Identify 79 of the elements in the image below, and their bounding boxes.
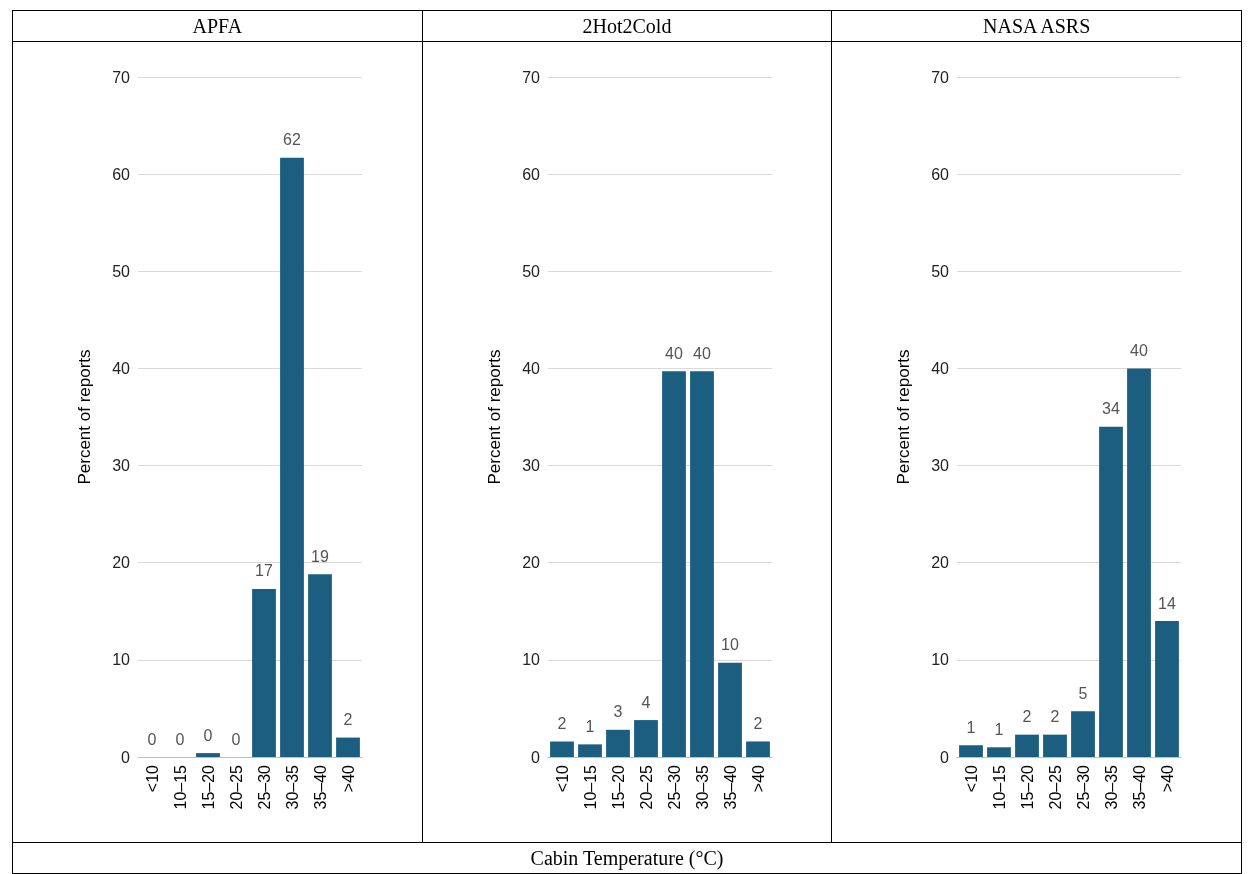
y-tick-label: 30 [112, 457, 131, 475]
data-label: 40 [692, 344, 711, 362]
x-tick-label: 15–20 [1018, 764, 1036, 810]
y-axis-title: Percent of reports [75, 349, 94, 485]
data-label: 4 [641, 693, 651, 711]
data-label: 14 [1158, 594, 1177, 612]
y-tick-label: 70 [521, 68, 540, 86]
x-tick-label: 10–15 [990, 764, 1008, 810]
x-tick-label: 25–30 [255, 764, 273, 810]
x-tick-label: 20–25 [1046, 764, 1064, 810]
data-label: 5 [1078, 684, 1088, 702]
y-tick-label: 60 [521, 165, 540, 183]
x-tick-label: 35–40 [1130, 764, 1148, 810]
y-tick-label: 50 [931, 262, 950, 280]
data-label: 19 [311, 547, 329, 565]
y-tick-label: 20 [931, 554, 950, 572]
x-tick-label: >40 [339, 764, 357, 793]
y-tick-label: 20 [521, 554, 540, 572]
y-tick-label: 20 [112, 554, 131, 572]
x-tick-label: 10–15 [171, 764, 189, 810]
data-label: 2 [557, 714, 567, 732]
x-tick-label: 20–25 [637, 764, 655, 810]
x-tick-label: 30–35 [1102, 764, 1120, 810]
data-label: 34 [1102, 400, 1121, 418]
data-label: 1 [585, 717, 595, 735]
x-tick-label: <10 [143, 764, 161, 793]
y-tick-label: 40 [521, 359, 540, 377]
data-label: 0 [203, 726, 213, 744]
data-label: 0 [175, 730, 185, 748]
x-tick-label: 30–35 [283, 764, 301, 810]
x-tick-label: <10 [962, 764, 980, 793]
x-tick-label: 10–15 [581, 764, 599, 810]
y-tick-label: 10 [521, 651, 540, 669]
x-tick-label: 30–35 [693, 764, 711, 810]
y-axis-title: Percent of reports [484, 349, 504, 485]
y-tick-label: 50 [521, 262, 540, 280]
data-label: 40 [1130, 341, 1149, 359]
x-axis-title: Cabin Temperature (°C) [13, 843, 1241, 873]
data-label: 2 [753, 714, 763, 732]
x-tick-label: 35–40 [311, 764, 329, 810]
y-tick-label: 50 [112, 262, 131, 280]
y-tick-label: 40 [112, 359, 131, 377]
data-label: 3 [613, 703, 623, 721]
y-tick-label: 30 [931, 457, 950, 475]
y-tick-label: 60 [112, 165, 131, 183]
chart-title: NASA ASRS [832, 11, 1241, 42]
data-label: 1 [966, 718, 976, 736]
y-tick-label: 60 [931, 165, 950, 183]
x-tick-label: 25–30 [1074, 764, 1092, 810]
data-label: 2 [1050, 708, 1060, 726]
y-tick-label: 70 [931, 68, 950, 86]
x-tick-label: 15–20 [609, 764, 627, 810]
chart-title: 2Hot2Cold [422, 11, 832, 42]
data-label: 1 [994, 720, 1004, 738]
data-label: 17 [255, 562, 273, 580]
y-tick-label: 10 [112, 651, 131, 669]
data-label: 62 [283, 131, 301, 149]
y-tick-label: 40 [931, 359, 950, 377]
data-label: 0 [231, 730, 241, 748]
x-tick-label: 25–30 [665, 764, 683, 810]
y-axis-title: Percent of reports [894, 349, 914, 485]
x-tick-label: >40 [1158, 764, 1176, 793]
data-label: 2 [1022, 708, 1032, 726]
x-tick-label: 15–20 [199, 764, 217, 810]
x-tick-label: 20–25 [227, 764, 245, 810]
data-label: 10 [720, 636, 739, 654]
y-tick-label: 0 [121, 748, 131, 766]
y-tick-label: 0 [940, 748, 950, 766]
y-tick-label: 30 [521, 457, 540, 475]
data-label: 40 [664, 344, 683, 362]
chart-title: APFA [13, 11, 422, 42]
y-tick-label: 10 [931, 651, 950, 669]
x-tick-label: >40 [749, 764, 767, 793]
data-label: 0 [147, 730, 157, 748]
x-tick-label: <10 [553, 764, 571, 793]
y-tick-label: 0 [530, 748, 540, 766]
x-tick-label: 35–40 [721, 764, 739, 810]
y-tick-label: 70 [112, 68, 131, 86]
data-label: 2 [343, 711, 353, 729]
